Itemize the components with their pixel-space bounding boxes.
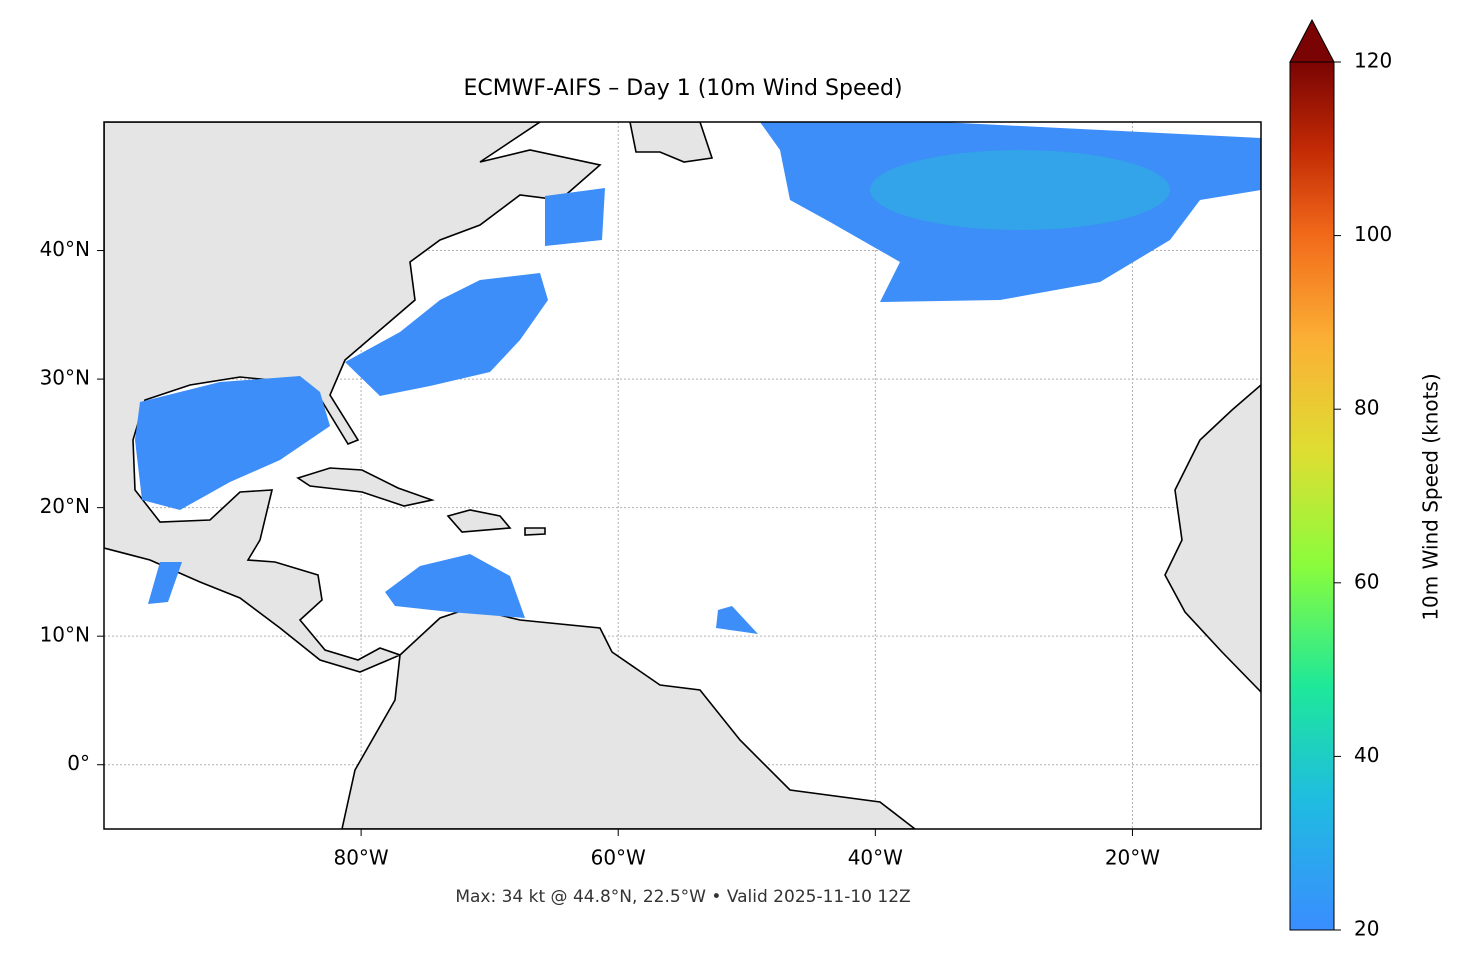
colorbar-tick-label: 40: [1354, 743, 1379, 767]
colorbar-extend: [1289, 18, 1335, 63]
colorbar-tick-label: 120: [1354, 49, 1392, 73]
newfoundland: [629, 122, 714, 163]
wind-gulf: [135, 376, 330, 510]
colorbar: [1289, 61, 1335, 931]
wind-nova-scotia: [545, 188, 605, 246]
map-area: [104, 122, 1261, 829]
y-tick-label: 30°N: [40, 366, 90, 390]
puerto-rico: [524, 527, 546, 536]
cuba: [296, 467, 435, 507]
y-tick-label: 10°N: [40, 623, 90, 647]
wind-pacific: [148, 562, 182, 604]
colorbar-tick-label: 20: [1354, 917, 1379, 941]
y-tick-label: 0°: [67, 751, 90, 775]
wind-small: [716, 606, 758, 634]
y-tick-label: 40°N: [40, 237, 90, 261]
wind-core: [870, 150, 1170, 230]
colorbar-label: 10m Wind Speed (knots): [1419, 373, 1443, 620]
north-america: [104, 122, 602, 673]
hispaniola: [446, 509, 512, 533]
wind-caribbean: [385, 554, 525, 618]
x-tick-label: 60°W: [591, 846, 646, 870]
title: ECMWF-AIFS – Day 1 (10m Wind Speed): [463, 76, 902, 101]
x-tick-label: 20°W: [1105, 846, 1160, 870]
map-frame: [103, 121, 1262, 830]
x-tick-label: 40°W: [848, 846, 903, 870]
footer: Max: 34 kt @ 44.8°N, 22.5°W • Valid 2025…: [455, 887, 910, 907]
y-tick-label: 20°N: [40, 494, 90, 518]
colorbar-tick-label: 80: [1354, 396, 1379, 420]
wind-us-coast: [345, 273, 548, 396]
colorbar-tick-label: 60: [1354, 569, 1379, 593]
colorbar-tick-label: 100: [1354, 222, 1392, 246]
x-tick-label: 80°W: [333, 846, 388, 870]
africa: [1164, 383, 1261, 694]
